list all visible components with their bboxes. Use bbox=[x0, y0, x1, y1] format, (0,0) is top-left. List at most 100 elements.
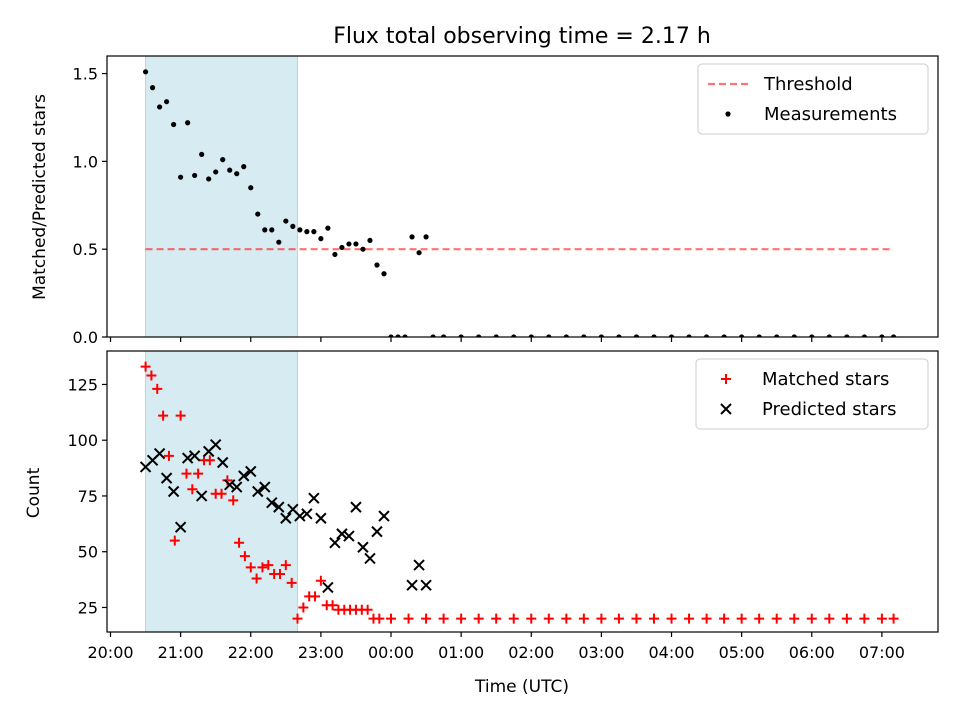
matched-star-point bbox=[169, 535, 180, 546]
measurement-point bbox=[409, 234, 415, 240]
measurement-point bbox=[206, 176, 212, 182]
matched-star-point bbox=[736, 613, 747, 624]
bottom-legend-box bbox=[695, 358, 929, 430]
matched-star-point bbox=[280, 560, 291, 571]
measurement-point bbox=[890, 334, 897, 337]
matched-star-point bbox=[859, 613, 870, 624]
measurement-point bbox=[581, 334, 587, 337]
predicted-star-point bbox=[174, 521, 187, 533]
matched-star-point bbox=[362, 604, 373, 615]
matched-star-point bbox=[403, 613, 414, 624]
measurement-point bbox=[546, 334, 552, 337]
matched-star-point bbox=[251, 573, 262, 584]
bottom-axis-ylabel: Count bbox=[24, 467, 44, 518]
predicted-star-point bbox=[245, 465, 257, 478]
measurement-point bbox=[402, 334, 408, 337]
measurement-point bbox=[791, 334, 797, 337]
predicted-star-point bbox=[224, 479, 236, 491]
measurement-point bbox=[311, 229, 317, 235]
legend-predicted-swatch bbox=[720, 403, 732, 415]
top-ytick-label: 0.0 bbox=[73, 328, 98, 347]
predicted-star-point bbox=[378, 510, 390, 522]
measurement-point bbox=[269, 227, 275, 233]
top-ytick-label: 1.5 bbox=[73, 65, 98, 84]
predicted-star-point bbox=[329, 537, 341, 549]
top-legend: Threshold Measurements bbox=[697, 63, 929, 135]
top-axis-ylabel: Matched/Predicted stars bbox=[30, 94, 50, 300]
predicted-star-point bbox=[252, 485, 264, 498]
xtick-label: 05:00 bbox=[719, 643, 765, 662]
predicted-star-point bbox=[294, 510, 306, 522]
xtick-label: 00:00 bbox=[368, 643, 414, 662]
top-plot-area bbox=[142, 56, 897, 337]
measurement-point bbox=[304, 229, 310, 235]
measurement-point bbox=[178, 174, 184, 180]
matched-star-point bbox=[648, 613, 659, 624]
bottom-ytick-label: 100 bbox=[67, 431, 98, 450]
predicted-star-point bbox=[209, 438, 222, 451]
measurement-point bbox=[633, 334, 640, 337]
matched-star-point bbox=[876, 613, 887, 624]
matched-star-point bbox=[146, 370, 157, 381]
measurement-point bbox=[248, 185, 254, 191]
matched-star-point bbox=[140, 361, 151, 372]
measurement-point bbox=[774, 334, 780, 337]
predicted-star-point bbox=[420, 579, 432, 591]
xtick-label: 07:00 bbox=[859, 643, 905, 662]
measurement-point bbox=[276, 239, 282, 245]
matched-star-point bbox=[310, 591, 321, 602]
predicted-star-point bbox=[167, 485, 180, 498]
matched-star-point bbox=[175, 410, 186, 421]
matched-star-point bbox=[473, 613, 484, 624]
matched-star-point bbox=[292, 613, 303, 624]
xtick-label: 03:00 bbox=[578, 643, 624, 662]
predicted-star-point bbox=[153, 447, 166, 460]
top-ytick-label: 0.5 bbox=[73, 240, 98, 259]
measurement-point bbox=[156, 104, 163, 110]
predicted-star-point bbox=[273, 501, 285, 513]
measurement-point bbox=[234, 171, 240, 177]
matched-star-point bbox=[152, 383, 163, 394]
x-axis-label: Time (UTC) bbox=[474, 677, 569, 697]
measurement-point bbox=[360, 246, 366, 252]
matched-star-point bbox=[789, 613, 800, 624]
predicted-star-point bbox=[315, 512, 327, 524]
measurement-point bbox=[441, 334, 447, 337]
matched-star-point bbox=[315, 575, 326, 586]
matched-star-point bbox=[274, 569, 285, 580]
measurement-point bbox=[171, 121, 177, 128]
matched-star-point bbox=[374, 613, 385, 624]
predicted-star-point bbox=[343, 530, 355, 542]
legend-label: Matched stars bbox=[762, 369, 889, 390]
measurement-point bbox=[879, 334, 885, 337]
matched-star-point bbox=[578, 613, 589, 624]
xtick-label: 01:00 bbox=[438, 643, 484, 662]
measurement-point bbox=[563, 334, 569, 337]
predicted-star-point bbox=[259, 481, 271, 493]
bottom-ytick-label: 125 bbox=[67, 375, 98, 394]
legend-label: Threshold bbox=[763, 74, 853, 95]
matched-star-point bbox=[163, 450, 174, 461]
bottom-axes-frame bbox=[106, 350, 939, 633]
matched-star-point bbox=[456, 613, 467, 624]
predicted-star-point bbox=[308, 492, 320, 504]
measurement-point bbox=[353, 241, 359, 247]
matched-star-point bbox=[561, 613, 572, 624]
measurement-point bbox=[826, 334, 832, 337]
top-axes-frame bbox=[106, 55, 939, 338]
top-observing-window bbox=[145, 56, 299, 337]
matched-star-point bbox=[286, 577, 297, 588]
measurement-point bbox=[290, 223, 296, 229]
predicted-star-point bbox=[371, 525, 383, 538]
measurement-point bbox=[374, 262, 380, 268]
matched-star-point bbox=[438, 613, 449, 624]
measurement-point bbox=[199, 151, 205, 157]
measurement-point bbox=[332, 251, 338, 258]
matched-star-point bbox=[754, 613, 765, 624]
measurement-point bbox=[756, 334, 762, 337]
measurement-point bbox=[416, 250, 422, 256]
predicted-star-point bbox=[160, 472, 173, 484]
measurement-point bbox=[388, 334, 394, 337]
measurement-point bbox=[185, 120, 191, 126]
